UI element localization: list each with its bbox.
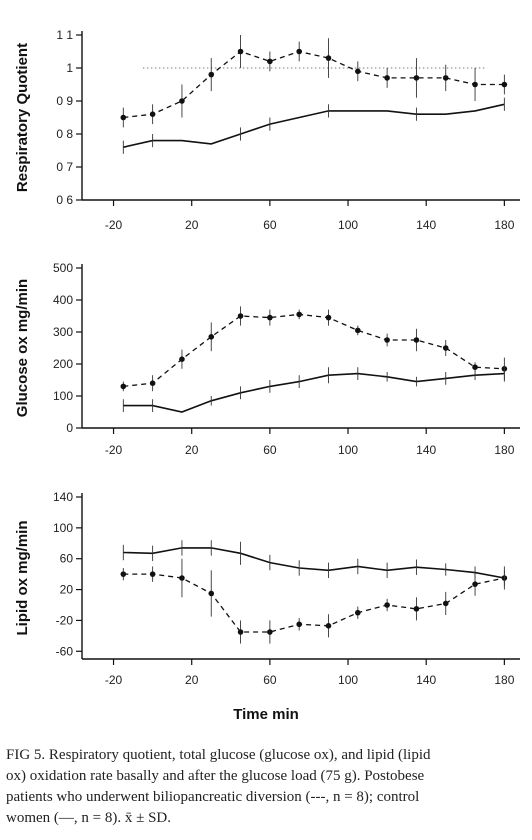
panel-1-y-tick-label: 0 7 bbox=[56, 160, 73, 174]
panel-2-x-tick-label: 140 bbox=[416, 443, 436, 457]
panel-2-x-tick-label: 60 bbox=[263, 443, 277, 457]
panel-1-solid-series-line bbox=[123, 103, 505, 148]
panel-3-x-tick-label: -20 bbox=[105, 673, 123, 687]
panel-1-x-tick-label: 100 bbox=[338, 218, 358, 232]
panel-2-solid-series-line bbox=[123, 372, 505, 413]
panel-3-y-tick-label: 140 bbox=[53, 490, 73, 504]
panel-1-dashed-series-point bbox=[325, 55, 332, 61]
panel-2-dashed-series-point bbox=[149, 380, 156, 387]
panel-2-dashed-series-point bbox=[325, 314, 332, 321]
panel-3-dashed-series-point bbox=[208, 590, 215, 597]
figure-caption: FIG 5. Respiratory quotient, total gluco… bbox=[6, 745, 532, 829]
panel-3-solid-series-line bbox=[123, 547, 505, 579]
panel-2-x-tick-label: 100 bbox=[338, 443, 358, 457]
panel-1-x-tick-label: 140 bbox=[416, 218, 436, 232]
panel-3-dashed-series-point bbox=[442, 600, 449, 607]
panel-1-dashed-series-point bbox=[384, 75, 390, 81]
panel-2-dashed-series-line bbox=[123, 313, 505, 388]
panel-1-dashed-series-point bbox=[413, 75, 420, 81]
panel-2-y-tick-label: 500 bbox=[53, 261, 73, 275]
panel-3-y-tick-label: 60 bbox=[60, 552, 74, 566]
panel-1-dashed-series-point bbox=[120, 114, 127, 121]
panel-1-y-axis-label: Respiratory Quotient bbox=[14, 43, 31, 192]
panel-3-dashed-series-point bbox=[472, 581, 478, 587]
figure-panels: 0 6 0 7 0 8 0 9 1 1 1 -20 20 60 100 140 180 Respirat… bbox=[14, 28, 520, 687]
panel-1-dashed-series-point bbox=[237, 48, 244, 55]
panel-1-x-tick-label: 20 bbox=[185, 218, 199, 232]
panel-3-dashed-series-point bbox=[355, 609, 361, 616]
panel-1-x-tick-label: 60 bbox=[263, 218, 277, 232]
panel-3-x-tick-label: 100 bbox=[338, 673, 358, 687]
panel-2-dashed-series-point bbox=[413, 337, 420, 343]
panel-3-y-tick-label: 20 bbox=[60, 583, 74, 597]
panel-1-dashed-series-point bbox=[208, 71, 215, 78]
panel-1-y-tick-label: 0 6 bbox=[56, 193, 73, 207]
panel-2-dashed-series-point bbox=[442, 345, 449, 351]
panel-1-dashed-series-point bbox=[355, 68, 361, 75]
panel-1-y-tick-label: 0 8 bbox=[56, 127, 73, 141]
panel-1-x-tick-label: 180 bbox=[494, 218, 514, 232]
panel-3-dashed-series-point bbox=[179, 575, 185, 581]
panel-3-y-tick-label: -60 bbox=[56, 644, 74, 658]
panel-3-y-tick-label: 100 bbox=[53, 521, 73, 535]
panel-2-y-tick-label: 200 bbox=[53, 357, 73, 371]
panel-2-dashed-series-point bbox=[179, 356, 185, 363]
panel-2-y-axis-label: Glucose ox mg/min bbox=[14, 279, 31, 417]
panel-2-dashed-series-point bbox=[120, 383, 127, 390]
panel-1-dashed-series-point bbox=[149, 111, 156, 117]
caption-line-2: ox) oxidation rate basally and after the… bbox=[6, 768, 425, 784]
panel-2-y-tick-label: 100 bbox=[53, 389, 73, 403]
panel-2-dashed-series-point bbox=[355, 327, 361, 334]
caption-line-3: patients who underwent biliopancreatic d… bbox=[6, 789, 420, 805]
caption-line-1: FIG 5. Respiratory quotient, total gluco… bbox=[6, 747, 431, 763]
panel-3-dashed-series-point bbox=[296, 621, 302, 628]
panel-3-dashed-series-point bbox=[149, 571, 156, 577]
panel-2-y-tick-label: 400 bbox=[53, 293, 73, 307]
panel-2-x-tick-label: 180 bbox=[494, 443, 514, 457]
panel-3-dashed-series-point bbox=[267, 629, 273, 635]
panel-1-dashed-series-point bbox=[179, 98, 185, 104]
panel-2-dashed-series-point bbox=[267, 314, 273, 321]
panel-3-dashed-series-line bbox=[123, 573, 505, 633]
panel-1-y-tick-label: 1 bbox=[66, 61, 73, 75]
panel-3-x-tick-label: 140 bbox=[416, 673, 436, 687]
panel-1-dashed-series-point bbox=[296, 48, 302, 55]
panel-1-dashed-series-point bbox=[472, 81, 478, 88]
panel-1-dashed-series-point bbox=[442, 75, 449, 81]
panel-3-y-tick-label: -20 bbox=[56, 613, 74, 627]
x-axis-title: Time min bbox=[233, 706, 299, 723]
panel-3-x-tick-label: 60 bbox=[263, 673, 277, 687]
panel-1-dashed-series-line bbox=[123, 50, 505, 119]
panel-1-dashed-series-point bbox=[267, 58, 273, 65]
panel-3-x-tick-label: 180 bbox=[494, 673, 514, 687]
panel-2-dashed-series-point bbox=[208, 334, 215, 340]
panel-2-dashed-series-point bbox=[472, 364, 478, 371]
panel-2-dashed-series-point bbox=[296, 311, 302, 318]
panel-2-dashed-series-point bbox=[384, 337, 390, 343]
panel-3-dashed-series-point bbox=[325, 623, 332, 629]
panel-2-y-tick-label: 300 bbox=[53, 325, 73, 339]
panel-2-dashed-series-point bbox=[237, 313, 244, 319]
panel-1-y-tick-label: 1 1 bbox=[56, 28, 73, 42]
panel-1-dashed-series-point bbox=[501, 81, 508, 88]
panel-2-y-tick-label: 0 bbox=[66, 421, 73, 435]
panel-2-x-tick-label: 20 bbox=[185, 443, 199, 457]
panel-3-x-tick-label: 20 bbox=[185, 673, 199, 687]
panel-3-dashed-series-point bbox=[384, 602, 390, 608]
panel-3-dashed-series-point bbox=[120, 571, 127, 577]
panel-3-dashed-series-point bbox=[237, 629, 244, 635]
panel-1-x-tick-label: -20 bbox=[105, 218, 123, 232]
panel-2-x-tick-label: -20 bbox=[105, 443, 123, 457]
panel-1-y-tick-label: 0 9 bbox=[56, 94, 73, 108]
panel-3-y-axis-label: Lipid ox mg/min bbox=[14, 521, 31, 636]
panel-3-dashed-series-point bbox=[413, 606, 420, 612]
caption-line-4: women (—, n = 8). x̄ ± SD. bbox=[6, 810, 172, 826]
